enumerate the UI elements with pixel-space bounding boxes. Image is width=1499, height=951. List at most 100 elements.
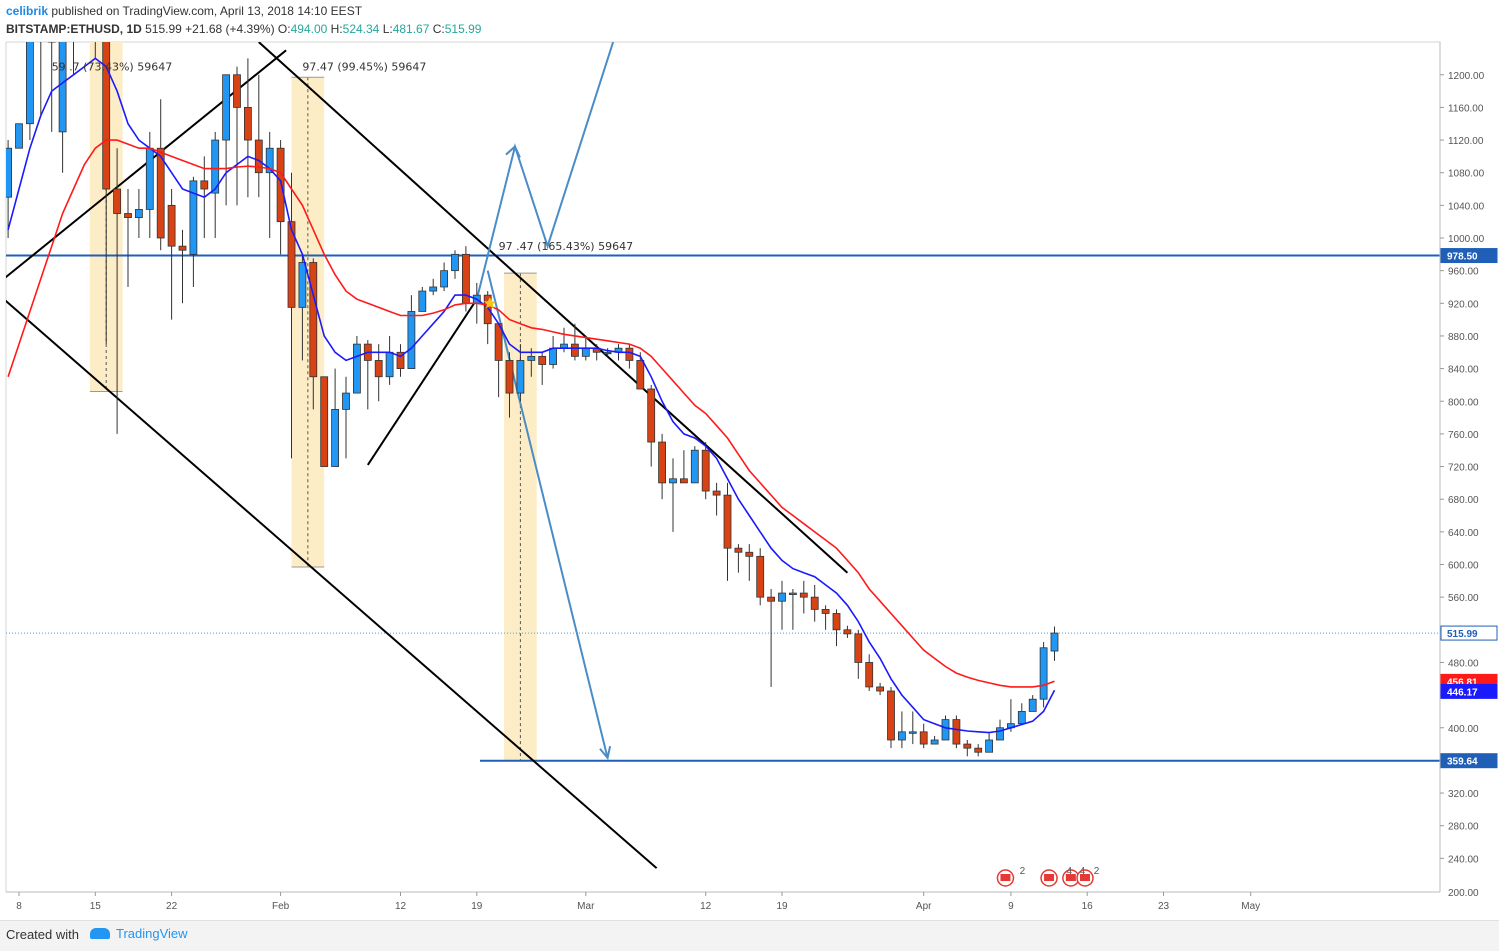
time-axis-bg <box>6 892 1499 920</box>
price-change: +21.68 (+4.39%) <box>185 22 275 36</box>
x-tick-label: Mar <box>577 901 595 912</box>
star-marker <box>483 297 496 309</box>
footer-bar: Created with TradingView <box>0 920 1499 951</box>
x-tick-label: Apr <box>916 901 932 912</box>
candle-body <box>581 347 590 357</box>
candle-body <box>690 449 699 484</box>
y-tick-label: 1120.00 <box>1448 136 1484 147</box>
price-label-0: 978.50 <box>1447 252 1478 263</box>
time-axis: 8 15 22 Feb 12 19 Mar 12 19 Apr 9 16 23 May <box>16 892 1260 912</box>
candle-body <box>145 147 154 210</box>
high-label: H: <box>330 22 343 36</box>
candle-body <box>440 270 449 288</box>
price-label-bg-4 <box>1440 753 1498 769</box>
y-tick-label: 320.00 <box>1448 789 1479 800</box>
price-label-bg-0 <box>1440 248 1498 264</box>
candle-body <box>483 294 492 325</box>
candle-body <box>505 360 514 394</box>
y-tick-label: 880.00 <box>1448 332 1479 343</box>
candle-body <box>15 123 23 149</box>
candle-body <box>102 42 111 190</box>
candle-body <box>712 490 721 496</box>
y-tick-label: 800.00 <box>1448 397 1479 408</box>
candle-body <box>309 262 318 378</box>
candle-body <box>745 551 754 557</box>
candle-body <box>974 747 983 753</box>
price-label-4: 359.64 <box>1447 757 1478 768</box>
x-tick-label: Feb <box>272 901 290 912</box>
close-value: 515.99 <box>444 22 482 36</box>
candle-body <box>396 351 405 369</box>
plot-frame <box>5 41 1441 893</box>
publish-info: published on TradingView.com, April 13, … <box>51 4 363 18</box>
y-tick-label: 240.00 <box>1448 854 1479 865</box>
arrow-head-5 <box>599 746 612 761</box>
candle-body <box>320 376 329 467</box>
candle-body <box>898 731 906 741</box>
tradingview-cloud-icon <box>90 928 110 939</box>
candle-body <box>832 613 841 631</box>
candle-body <box>233 74 241 108</box>
candle-body <box>952 719 961 745</box>
low-label: L: <box>382 22 393 36</box>
candle-body <box>156 147 165 239</box>
candle-body <box>996 727 1004 741</box>
price-label-bg-3 <box>1440 683 1498 699</box>
candle-body <box>222 74 231 141</box>
flag-icon <box>1065 874 1076 881</box>
candle-body <box>407 311 416 369</box>
price-label-3: 446.17 <box>1447 687 1478 698</box>
candle-body <box>1017 711 1026 725</box>
ohlc-line: BITSTAMP:ETHUSD, 1D 515.99 +21.68 (+4.39… <box>6 22 481 36</box>
candle-body <box>821 608 830 614</box>
candle-body <box>625 347 634 361</box>
x-tick-label: 19 <box>776 901 788 912</box>
candle-body <box>538 355 547 365</box>
candle-body <box>287 221 296 308</box>
x-tick-label: May <box>1241 901 1260 912</box>
candle-body <box>854 633 863 663</box>
candle-body <box>734 547 743 553</box>
price-label-2: 456.81 <box>1447 677 1478 688</box>
candle-body <box>134 209 143 218</box>
candle-body <box>25 42 34 125</box>
price-chart[interactable]: 59 .7 (73.43%) 59647 97.47 (99.45%) 59647… <box>0 0 1499 920</box>
arrow-line-4 <box>475 42 615 300</box>
candle-body <box>374 360 383 378</box>
candle-body <box>352 343 361 394</box>
candle-body <box>298 262 307 308</box>
author-link[interactable]: celibrik <box>6 4 49 18</box>
candle-body <box>451 253 459 272</box>
y-tick-label: 760.00 <box>1448 430 1479 441</box>
y-tick-label: 1160.00 <box>1448 103 1484 114</box>
y-tick-label: 680.00 <box>1448 495 1479 506</box>
price-label-bg-1 <box>1440 625 1498 641</box>
fib-label-0: 59 .7 (73.43%) 59647 <box>52 61 173 74</box>
candle-body <box>113 188 121 214</box>
candle-body <box>92 0 99 1</box>
candle-body <box>810 596 819 610</box>
tradingview-link[interactable]: TradingView <box>90 926 188 941</box>
y-tick-label: 560.00 <box>1448 593 1479 604</box>
candle-body <box>908 731 917 734</box>
candle-body <box>647 388 656 443</box>
event-count: 4 <box>1066 866 1072 877</box>
candle-body <box>549 347 557 365</box>
y-tick-label: 840.00 <box>1448 365 1479 376</box>
close-label: C: <box>432 22 445 36</box>
candle-body <box>527 355 536 361</box>
y-tick-label: 960.00 <box>1448 267 1479 278</box>
flag-icon <box>1000 874 1011 881</box>
x-tick-label: 22 <box>166 901 178 912</box>
x-tick-label: 8 <box>16 901 22 912</box>
candle-body <box>778 592 786 602</box>
open-value: 494.00 <box>290 22 328 36</box>
symbol-label: BITSTAMP:ETHUSD, 1D <box>6 22 142 36</box>
last-price: 515.99 <box>145 22 182 36</box>
candle-body <box>1039 647 1048 700</box>
fib-labels: 59 .7 (73.43%) 59647 97.47 (99.45%) 59647… <box>52 61 633 254</box>
y-tick-label: 400.00 <box>1448 724 1479 735</box>
y-tick-label: 1080.00 <box>1448 169 1485 180</box>
candle-body <box>876 686 884 692</box>
